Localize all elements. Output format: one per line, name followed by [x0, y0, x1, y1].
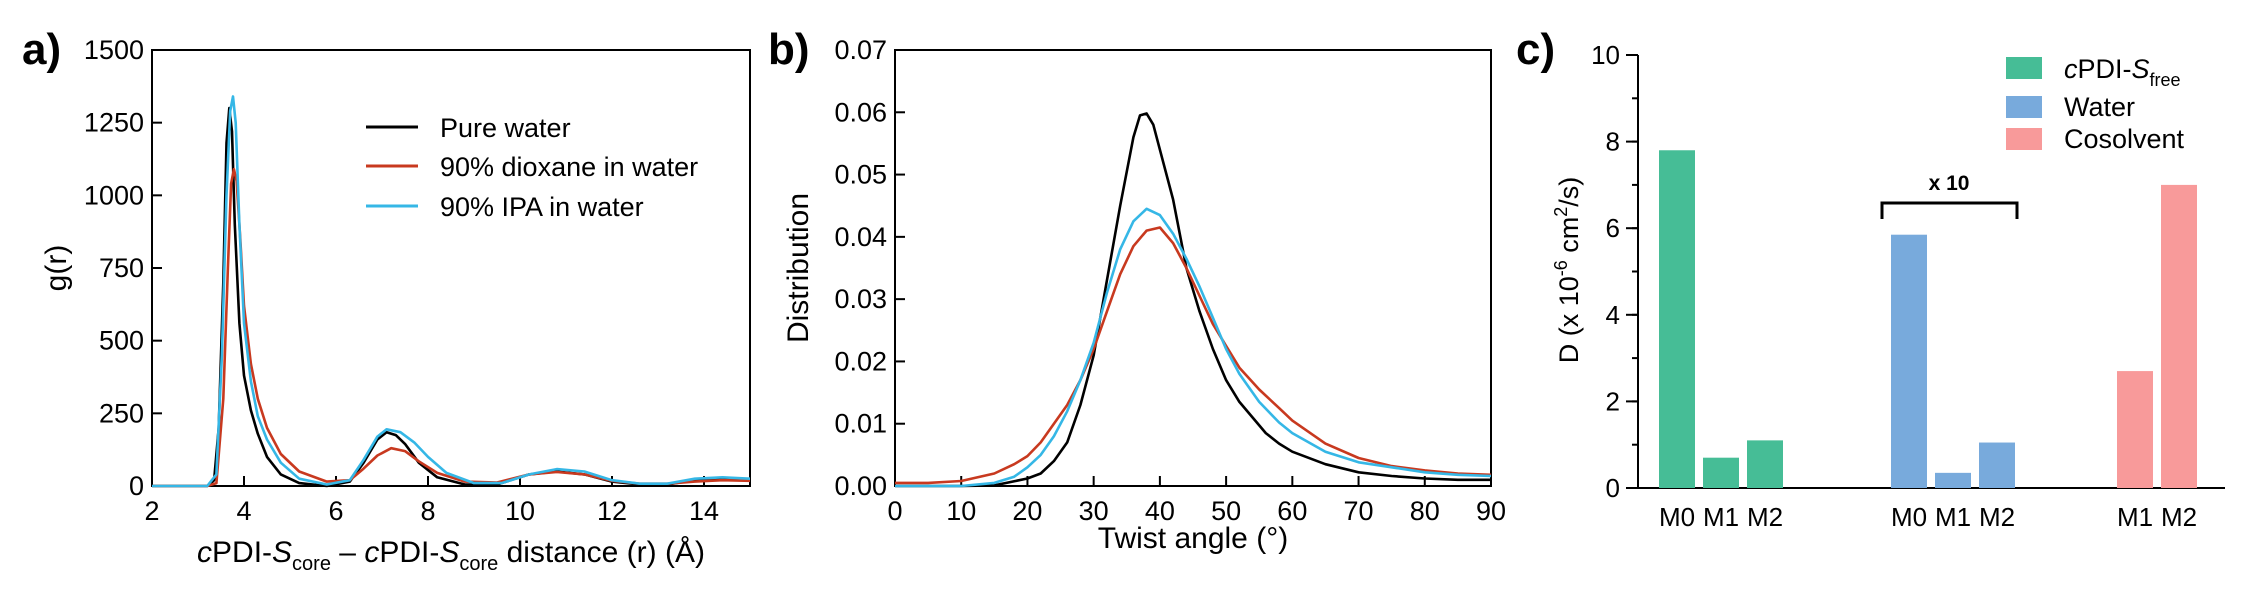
panel-c-y-tick-label: 10 — [1591, 40, 1620, 70]
panel-c-y-axis-label: D (x 10-6 cm2/s) — [1551, 177, 1584, 364]
panel-b-x-tick-label: 40 — [1145, 496, 1175, 526]
panel-c-bar — [1891, 234, 1927, 488]
panel-b-y-tick-label: 0.06 — [834, 97, 887, 127]
panel-c-category-label: M2 — [1979, 502, 2015, 532]
legend-label-water: Water — [2064, 92, 2135, 122]
legend-swatch-cpdi — [2006, 57, 2042, 79]
panel-b-frame — [894, 49, 1492, 487]
legend-label-dioxane: 90% dioxane in water — [440, 152, 698, 182]
panel-c-y-tick-label: 4 — [1606, 300, 1620, 330]
panel-b-series-line-1 — [895, 226, 1492, 485]
panel-c-y-tick-label: 6 — [1606, 213, 1620, 243]
legend-label-ipa: 90% IPA in water — [440, 192, 644, 222]
panel-c-bar — [2161, 184, 2197, 488]
panel-c-bar — [1747, 440, 1783, 488]
panel-b-y-tick-label: 0.05 — [834, 160, 887, 190]
panel-b-lines — [895, 112, 1492, 488]
panel-a-y-tick-label: 1500 — [84, 35, 144, 65]
panel-c-bar — [1703, 457, 1739, 488]
panel-a-y-axis-label: g(r) — [40, 245, 73, 292]
panel-a-x-tick-label: 10 — [505, 496, 535, 526]
panel-b: b) 0 10 20 30 40 50 60 70 80 90 0.00 0.01 0.02 0.03 0.… — [768, 25, 1506, 555]
panel-a-x-tick-label: 12 — [597, 496, 627, 526]
panel-b-y-tick-label: 0.02 — [834, 346, 887, 376]
panel-a-y-tick-label: 0 — [129, 471, 144, 501]
panel-c-bar — [1979, 442, 2015, 488]
legend-swatch-cosolvent — [2006, 128, 2042, 150]
panel-b-y-tick-label: 0.07 — [834, 35, 887, 65]
panel-c-label: c) — [1516, 25, 1555, 74]
panel-b-x-tick-label: 10 — [946, 496, 976, 526]
bracket — [1880, 201, 2019, 219]
legend-label-pure-water: Pure water — [440, 113, 571, 143]
panel-c-y-tick-label: 0 — [1606, 473, 1620, 503]
panel-b-series-line-0 — [895, 112, 1491, 488]
panel-b-series-line-2 — [895, 207, 1492, 488]
panel-b-y-tick-label: 0.01 — [834, 409, 887, 439]
panel-b-x-tick-label: 60 — [1277, 496, 1307, 526]
panel-b-y-axis-label: Distribution — [782, 193, 815, 343]
panel-a-series-line-1 — [152, 167, 751, 488]
panel-b-x-tick-label: 30 — [1079, 496, 1109, 526]
panel-c-legend: cPDI-Sfree Water Cosolvent — [2006, 54, 2185, 154]
panel-c-category-label: M1 — [2117, 502, 2153, 532]
panel-a-y-tick-label: 1250 — [84, 108, 144, 138]
bracket-label: x 10 — [1929, 172, 1970, 195]
panel-b-y-tick-label: 0.03 — [834, 284, 887, 314]
panel-a-x-tick-label: 2 — [144, 496, 159, 526]
panel-a-x-tick-label: 6 — [328, 496, 343, 526]
legend-label-cosolvent: Cosolvent — [2064, 124, 2185, 154]
panel-a-x-tick-label: 4 — [236, 496, 251, 526]
panel-b-x-tick-label: 70 — [1344, 496, 1374, 526]
panel-a-y-tick-label: 1000 — [84, 180, 144, 210]
panel-b-x-axis-label: Twist angle (°) — [1098, 522, 1288, 555]
panel-a-y-tick-label: 250 — [99, 398, 144, 428]
panel-a-x-tick-label: 14 — [689, 496, 719, 526]
panel-c-ticks: 0 2 4 6 8 10 — [1591, 40, 1638, 503]
panel-b-label: b) — [768, 25, 810, 74]
panel-a-y-tick-label: 750 — [99, 253, 144, 283]
panel-b-x-tick-label: 20 — [1012, 496, 1042, 526]
panel-c-bars: M0 M1 M2 M0 M1 M2 M1 M2 — [1659, 150, 2197, 532]
panel-b-x-tick-label: 80 — [1410, 496, 1440, 526]
panel-c-category-label: M0 — [1659, 502, 1695, 532]
panel-c-bar — [1659, 150, 1695, 488]
panel-b-y-tick-label: 0.00 — [834, 471, 887, 501]
panel-a-y-tick-label: 500 — [99, 326, 144, 356]
panel-c-bar — [1935, 472, 1971, 488]
panel-b-y-tick-label: 0.04 — [834, 222, 887, 252]
panel-c-y-tick-label: 2 — [1606, 386, 1620, 416]
legend-swatch-water — [2006, 96, 2042, 118]
panel-a-lines — [152, 95, 751, 488]
panel-b-x-tick-label: 90 — [1476, 496, 1506, 526]
panel-b-x-tick-label: 0 — [887, 496, 902, 526]
panel-a-x-axis-label: cPDI-Score – cPDI-Score distance (r) (Å) — [197, 536, 705, 575]
panel-a: a) 2 4 6 8 10 12 14 0 250 500 750 1000 1250 1500 g(r)… — [22, 25, 751, 575]
panel-a-legend: Pure water 90% dioxane in water 90% IPA … — [366, 113, 698, 222]
panel-c-y-tick-label: 8 — [1606, 127, 1620, 157]
panel-c-category-label: M0 — [1891, 502, 1927, 532]
panel-a-series-line-2 — [152, 95, 751, 488]
panel-a-label: a) — [22, 25, 61, 74]
panel-c-category-label: M1 — [1703, 502, 1739, 532]
panel-c: c) 0 2 4 6 8 10 M0 M1 M2 M0 M1 M2 M1 M2 D (x 10-6 cm… — [1516, 25, 2225, 532]
panel-c-category-label: M2 — [2161, 502, 2197, 532]
panel-b-ticks: 0 10 20 30 40 50 60 70 80 90 0.00 0.01 0.02 0.03 0.04 0… — [834, 35, 1506, 526]
panel-c-category-label: M1 — [1935, 502, 1971, 532]
legend-label-cpdi: cPDI-Sfree — [2064, 54, 2181, 90]
panel-a-ticks: 2 4 6 8 10 12 14 0 250 500 750 1000 1250 1500 — [84, 35, 719, 526]
panel-b-x-tick-label: 50 — [1211, 496, 1241, 526]
panel-a-x-tick-label: 8 — [420, 496, 435, 526]
panel-c-category-label: M2 — [1747, 502, 1783, 532]
panel-c-bar — [2117, 371, 2153, 488]
